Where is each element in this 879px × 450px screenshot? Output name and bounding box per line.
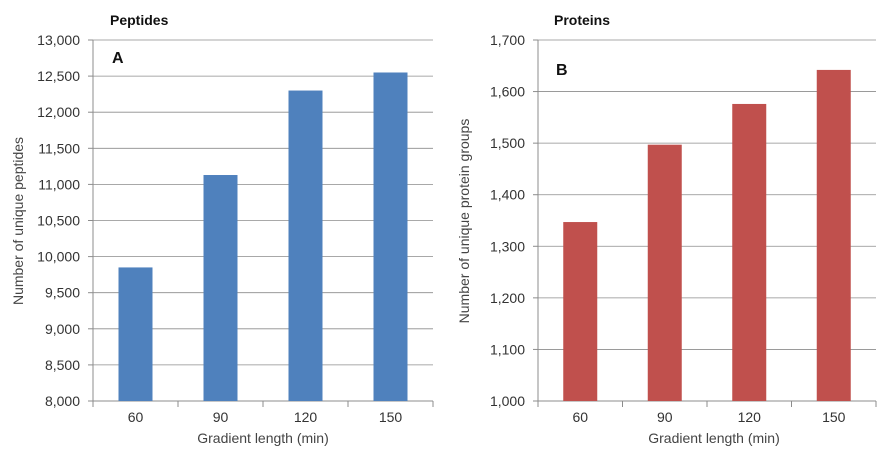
y-tick-label: 1,200 (490, 290, 525, 306)
bar-120 (732, 103, 767, 401)
y-tick-label: 11,000 (38, 176, 80, 192)
bar-90 (647, 144, 682, 401)
y-axis: 8,000 8,500 9,000 9,500 10,000 10,500 11,000 11… (37, 32, 93, 409)
y-tick-label: 1,100 (490, 341, 525, 357)
chart-title: Proteins (554, 12, 610, 28)
bar-150 (816, 69, 851, 401)
chart-proteins: Proteins B Gradient length (min) Number … (456, 12, 877, 446)
x-axis-label: Gradient length (min) (197, 430, 329, 446)
x-tick-label: 90 (213, 409, 229, 425)
x-tick-label: 120 (738, 409, 762, 425)
y-tick-label: 10,500 (37, 213, 80, 229)
y-tick-label: 1,700 (490, 32, 525, 48)
x-axis-label: Gradient length (min) (648, 430, 780, 446)
y-tick-label: 9,000 (45, 321, 80, 337)
y-tick-label: 11,500 (38, 140, 80, 156)
y-tick-label: 1,400 (490, 187, 525, 203)
y-tick-label: 13,000 (37, 32, 80, 48)
y-axis-label: Number of unique peptides (10, 137, 26, 305)
bar-60 (118, 267, 153, 401)
bar-60 (563, 222, 598, 401)
y-tick-label: 1,000 (490, 393, 525, 409)
bars (118, 72, 408, 402)
x-tick-label: 60 (572, 409, 588, 425)
bars (563, 69, 851, 401)
bar-120 (288, 90, 323, 401)
y-axis: 1,000 1,100 1,200 1,300 1,400 1,500 1,600 1,700 (490, 32, 538, 409)
panel-label: A (112, 50, 124, 67)
y-tick-label: 8,500 (45, 357, 80, 373)
bar-150 (373, 72, 408, 402)
y-tick-label: 9,500 (45, 285, 80, 301)
x-tick-label: 90 (657, 409, 673, 425)
chart-title: Peptides (110, 12, 169, 28)
y-tick-label: 12,500 (37, 68, 80, 84)
y-tick-label: 8,000 (45, 393, 80, 409)
x-tick-label: 150 (822, 409, 846, 425)
chart-peptides: Peptides A Gradient length (min) Number … (10, 12, 434, 446)
panel-label: B (556, 62, 568, 79)
x-tick-label: 150 (379, 409, 403, 425)
x-axis: 60 90 120 150 (92, 401, 434, 425)
y-axis-label: Number of unique protein groups (456, 119, 472, 324)
bar-90 (203, 175, 238, 401)
y-tick-label: 1,600 (490, 84, 525, 100)
y-tick-label: 1,500 (490, 135, 525, 151)
x-tick-label: 120 (294, 409, 318, 425)
y-tick-label: 1,300 (490, 238, 525, 254)
y-tick-label: 10,000 (37, 249, 80, 265)
x-axis: 60 90 120 150 (537, 401, 877, 425)
y-tick-label: 12,000 (37, 104, 80, 120)
x-tick-label: 60 (128, 409, 144, 425)
